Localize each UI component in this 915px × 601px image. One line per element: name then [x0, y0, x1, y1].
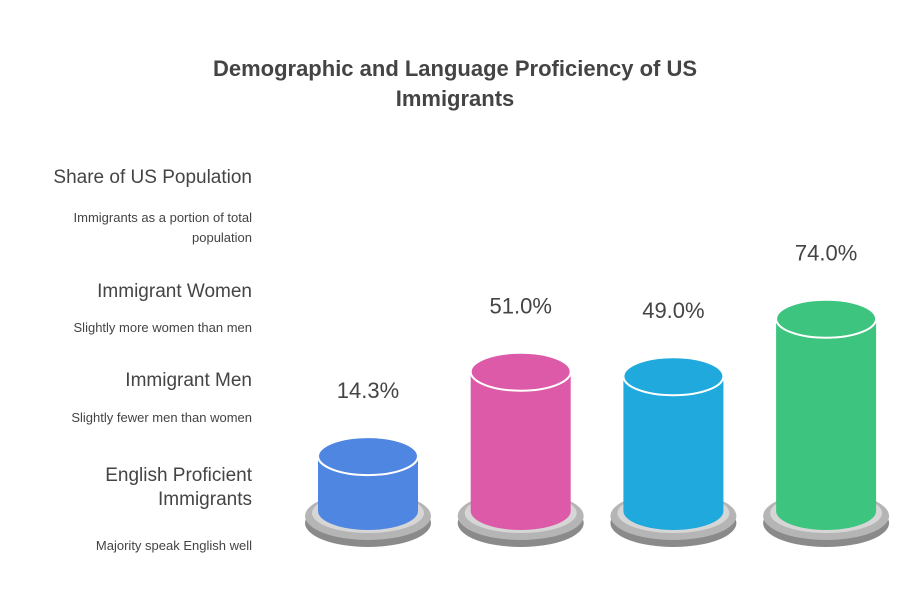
category-label: Immigrant Women: [97, 281, 252, 302]
category-description: Slightly fewer men than women: [71, 410, 252, 425]
bar: [623, 376, 724, 530]
value-label: 51.0%: [490, 294, 552, 319]
bar: [470, 371, 571, 530]
value-label: 74.0%: [795, 241, 857, 266]
category-label: English Proficient Immigrants: [105, 465, 252, 510]
category-label: Immigrant Men: [125, 370, 252, 391]
bar: [776, 318, 877, 530]
bar-top: [469, 351, 572, 392]
bar: [318, 456, 418, 530]
category-description: Slightly more women than men: [73, 320, 252, 335]
chart-title: Demographic and Language Proficiency of …: [212, 56, 698, 111]
bar-top: [317, 436, 419, 477]
bar-top: [775, 298, 878, 339]
category-description: Immigrants as a portion of total populat…: [73, 210, 252, 245]
category-description: Majority speak English well: [95, 538, 252, 553]
category-label: Share of US Population: [53, 167, 252, 188]
bar-top: [622, 356, 725, 397]
value-label: 14.3%: [337, 378, 399, 403]
value-label: 49.0%: [642, 298, 704, 323]
